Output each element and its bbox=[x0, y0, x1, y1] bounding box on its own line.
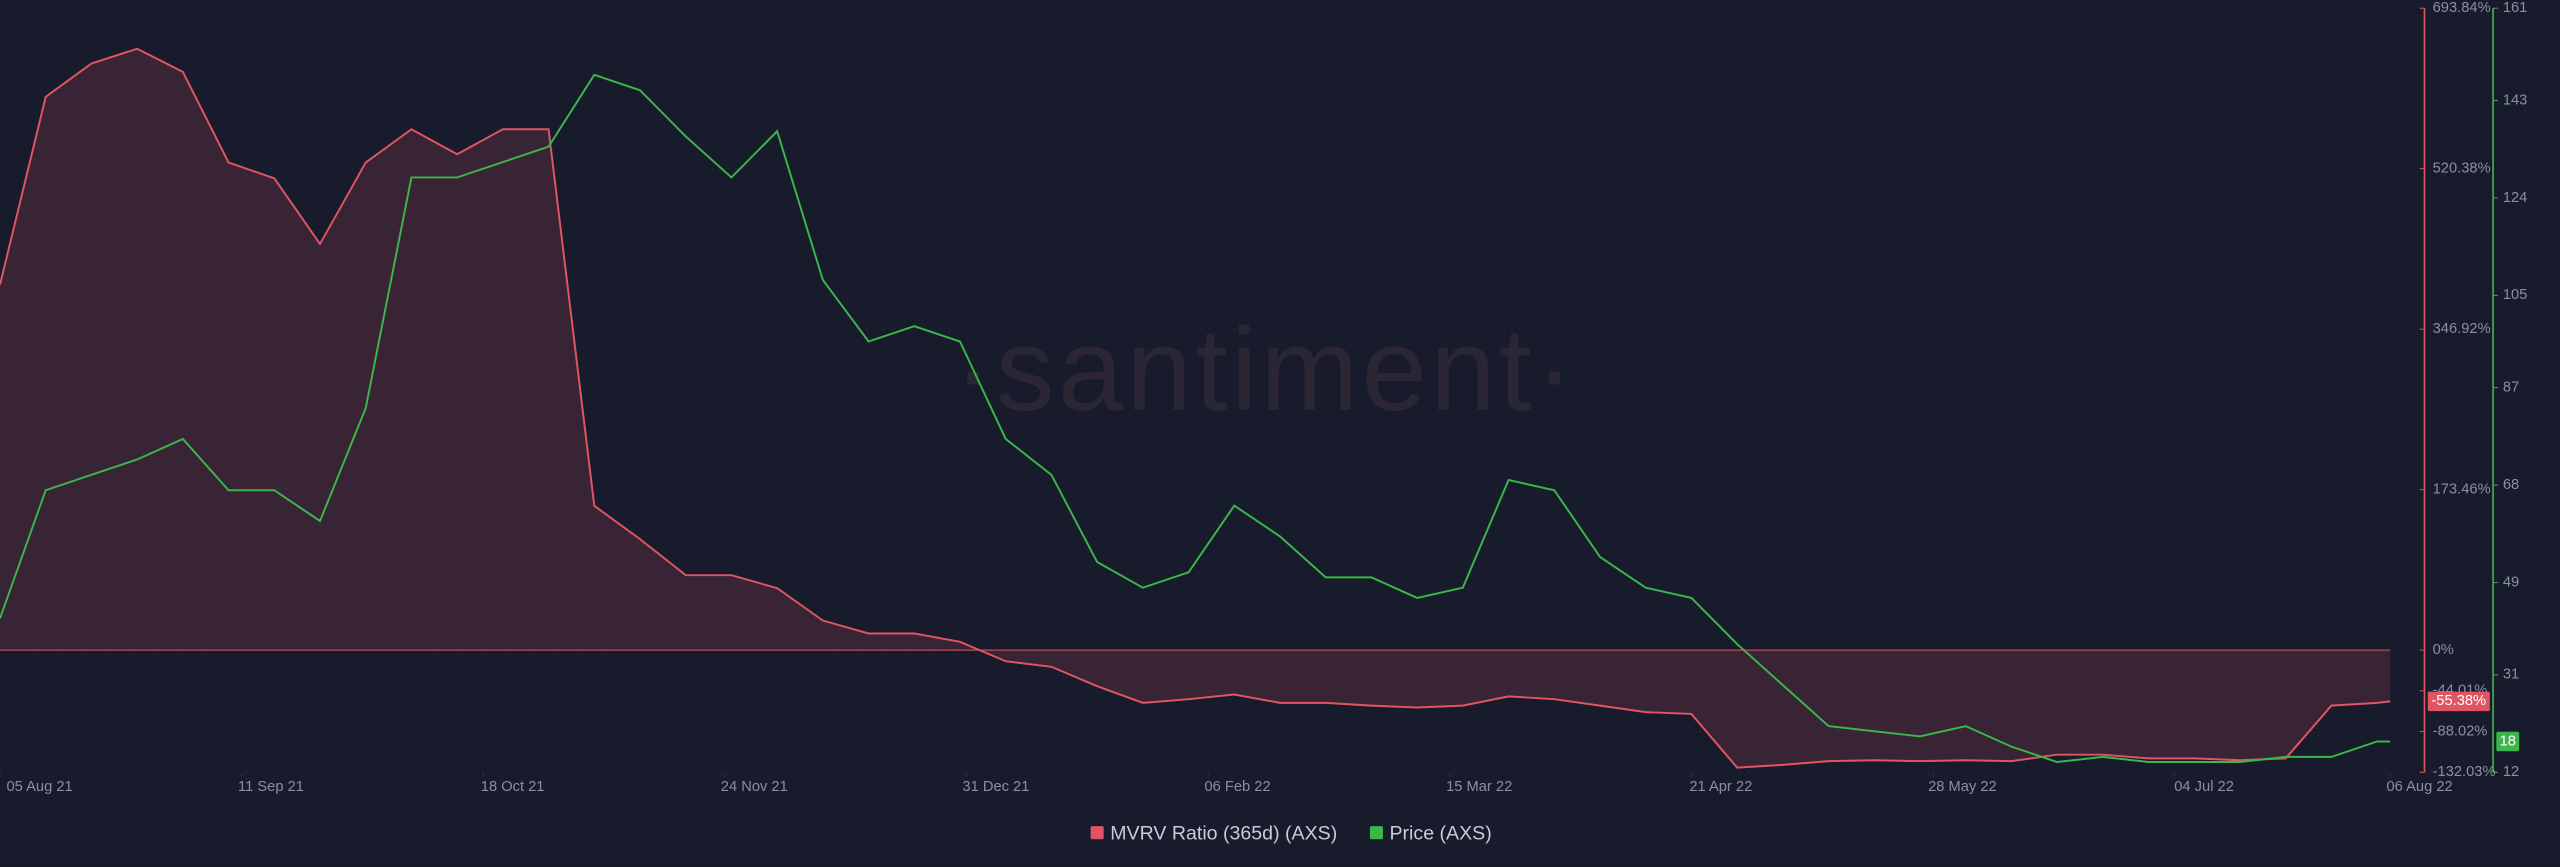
y-tick-label: -132.03% bbox=[2433, 764, 2496, 780]
value-badge bbox=[2427, 691, 2490, 712]
y-tick-label: 693.84% bbox=[2433, 0, 2491, 16]
legend: MVRV Ratio (365d) (AXS) Price (AXS) bbox=[1090, 822, 1492, 844]
x-tick-label: 31 Dec 21 bbox=[962, 779, 1029, 795]
y-tick-label: 520.38% bbox=[2433, 161, 2491, 177]
x-tick-label: 06 Feb 22 bbox=[1204, 779, 1270, 795]
y2-tick-label: 12 bbox=[2503, 764, 2519, 780]
y-tick-label: 173.46% bbox=[2433, 482, 2491, 498]
x-tick-label: 06 Aug 22 bbox=[2387, 779, 2453, 795]
watermark: ·santiment· bbox=[953, 304, 1577, 435]
line bbox=[0, 73, 2391, 764]
axes: 693.84%520.38%346.92%173.46%0%-44.01%-88… bbox=[0, 0, 2527, 795]
legend-label: Price (AXS) bbox=[1389, 822, 1491, 844]
x-tick-label: 28 May 22 bbox=[1928, 779, 1997, 795]
x-tick-label: 21 Apr 22 bbox=[1689, 779, 1752, 795]
value-badge bbox=[2496, 731, 2520, 752]
x-tick-label: 05 Aug 21 bbox=[7, 779, 73, 795]
y2-tick-label: 31 bbox=[2503, 667, 2519, 683]
x-tick-label: 11 Sep 21 bbox=[238, 779, 304, 795]
y2-tick-label: 49 bbox=[2503, 574, 2519, 590]
x-tick-label: 15 Mar 22 bbox=[1446, 779, 1512, 795]
line bbox=[0, 47, 2391, 769]
y2-tick-label: 124 bbox=[2503, 190, 2528, 206]
area bbox=[0, 48, 2391, 768]
y2-tick-label: 161 bbox=[2503, 0, 2528, 16]
y-tick-label: 346.92% bbox=[2433, 321, 2491, 337]
y2-tick-label: 68 bbox=[2503, 477, 2519, 493]
y2-tick-label: 105 bbox=[2503, 287, 2528, 303]
y-tick-label: 0% bbox=[2433, 642, 2454, 658]
y-tick-label: -88.02% bbox=[2433, 723, 2488, 739]
x-tick-label: 04 Jul 22 bbox=[2174, 779, 2234, 795]
value-badge-label: -55.38% bbox=[2431, 693, 2486, 709]
legend-swatch bbox=[1090, 826, 1104, 840]
y2-tick-label: 87 bbox=[2503, 380, 2519, 396]
y2-tick-label: 143 bbox=[2503, 92, 2528, 108]
x-tick-label: 18 Oct 21 bbox=[481, 779, 545, 795]
plot bbox=[0, 47, 2391, 769]
x-tick-label: 24 Nov 21 bbox=[721, 779, 788, 795]
legend-label: MVRV Ratio (365d) (AXS) bbox=[1110, 822, 1337, 844]
value-badge-label: 18 bbox=[2500, 733, 2516, 749]
legend-swatch bbox=[1369, 826, 1383, 840]
